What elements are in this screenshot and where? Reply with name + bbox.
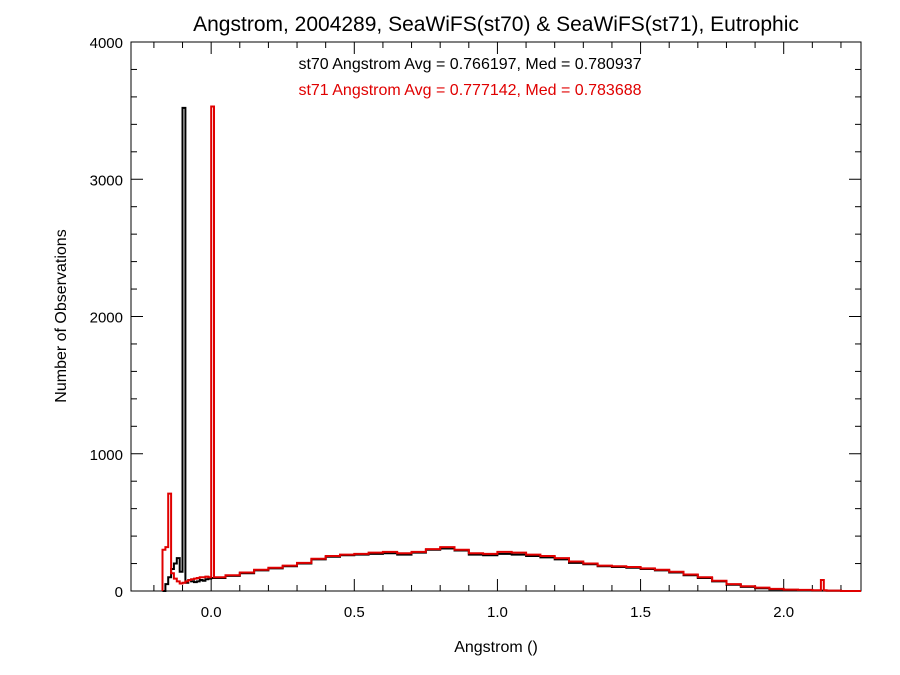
y-tick-label: 3000 [90, 172, 123, 189]
annotation-st71: st71 Angstrom Avg = 0.777142, Med = 0.78… [298, 82, 641, 99]
x-tick-label: 0.0 [201, 604, 222, 621]
y-tick-label: 0 [115, 584, 123, 601]
x-tick-label: 2.0 [773, 604, 794, 621]
x-tick-label: 0.5 [344, 604, 365, 621]
chart-title: Angstrom, 2004289, SeaWiFS(st70) & SeaWi… [193, 13, 799, 36]
x-axis-label: Angstrom () [454, 639, 538, 656]
y-tick-label: 2000 [90, 310, 123, 327]
annotation-st70: st70 Angstrom Avg = 0.766197, Med = 0.78… [298, 56, 641, 73]
y-axis-label: Number of Observations [53, 229, 70, 402]
series-line-0 [162, 106, 861, 592]
y-tick-label: 1000 [90, 447, 123, 464]
x-tick-label: 1.5 [630, 604, 651, 621]
y-tick-label: 4000 [90, 35, 123, 52]
x-tick-label: 1.0 [487, 604, 508, 621]
series-line-1 [161, 105, 861, 592]
plot-frame [130, 41, 862, 592]
